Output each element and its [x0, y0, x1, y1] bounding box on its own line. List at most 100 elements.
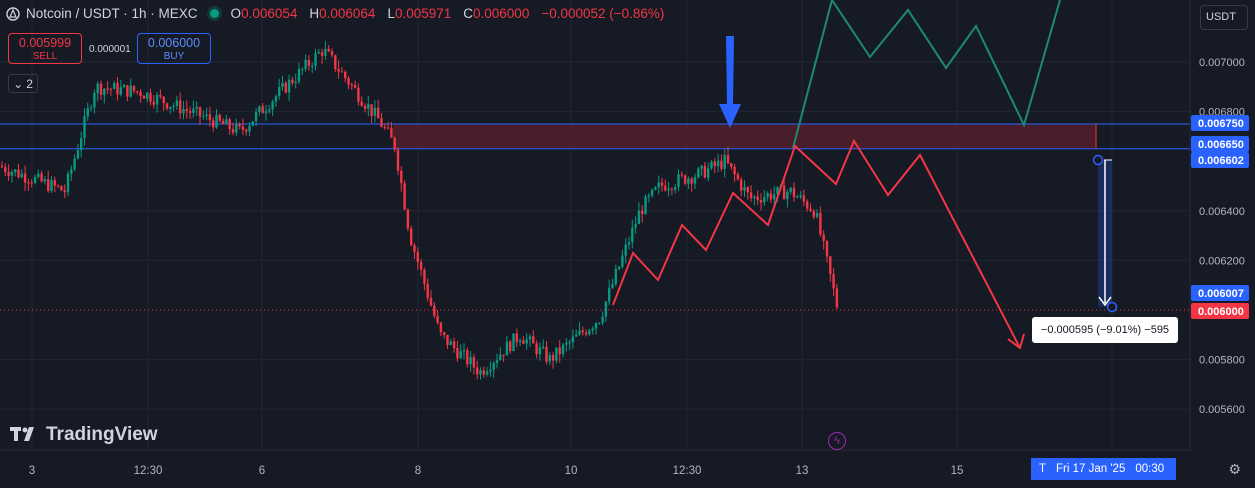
candle	[746, 187, 749, 193]
candle	[462, 350, 466, 352]
x-tick-label: 13	[796, 465, 809, 477]
candle	[650, 189, 654, 196]
sell-label: SELL	[32, 51, 58, 62]
candle	[716, 160, 720, 167]
candle	[697, 168, 700, 178]
candle	[50, 180, 53, 191]
candle	[218, 114, 221, 121]
candle	[129, 85, 132, 97]
candle	[116, 83, 119, 95]
x-tick-label: 12:30	[134, 465, 163, 477]
candle	[644, 196, 647, 215]
gear-icon[interactable]: ⚙	[1228, 461, 1241, 477]
candle	[766, 193, 769, 198]
candle	[763, 197, 766, 203]
bearish-arrowhead	[1007, 333, 1025, 350]
date-prefix: T	[1039, 463, 1047, 475]
candle	[23, 173, 27, 183]
candle	[159, 94, 162, 97]
candle	[254, 111, 258, 122]
candle	[198, 106, 202, 117]
candle	[782, 185, 786, 200]
candle	[538, 347, 542, 355]
candle	[822, 234, 825, 242]
candle	[334, 55, 337, 69]
candle	[495, 360, 499, 364]
candle	[27, 182, 30, 184]
candle	[83, 116, 86, 139]
candle	[103, 88, 106, 95]
candle	[139, 91, 142, 97]
candle	[545, 347, 548, 362]
sell-button[interactable]: 0.005999 SELL	[8, 33, 82, 64]
candle	[634, 224, 637, 228]
price-label-bg	[1191, 285, 1249, 301]
zone-rect	[393, 124, 1096, 149]
lightning-icon[interactable]: ϟ	[828, 432, 846, 450]
y-tick-label: 0.006200	[1199, 255, 1245, 267]
candle	[386, 127, 390, 129]
candle	[568, 342, 571, 344]
candle	[479, 370, 482, 375]
candle	[621, 255, 624, 267]
candle	[377, 107, 380, 119]
candle	[294, 81, 297, 84]
tradingview-logo-icon	[10, 427, 34, 441]
candle	[736, 174, 740, 180]
candle	[802, 195, 806, 202]
candle	[749, 192, 753, 199]
candle	[525, 339, 528, 344]
measurement-label: −0.000595 (−9.01%) −595	[1032, 317, 1178, 343]
measure-handle	[1092, 154, 1104, 166]
candle	[601, 316, 604, 323]
buy-button[interactable]: 0.006000 BUY	[137, 33, 211, 64]
candle	[730, 163, 733, 167]
candle	[287, 79, 291, 93]
candle	[472, 357, 476, 368]
currency-selector[interactable]: USDT	[1200, 5, 1248, 30]
candle	[439, 322, 443, 333]
resistance-zone	[0, 123, 1190, 311]
chart-grid	[0, 0, 1190, 450]
candle	[192, 108, 195, 113]
candle	[773, 194, 776, 200]
candle	[515, 333, 518, 342]
candle	[7, 171, 10, 176]
candle	[357, 87, 360, 102]
candle	[60, 186, 63, 191]
tradingview-logo: TradingView	[10, 424, 158, 446]
candle	[165, 103, 169, 109]
candle	[641, 210, 644, 215]
high-value: 0.006064	[319, 6, 376, 21]
candle	[753, 196, 756, 199]
candle	[43, 179, 47, 182]
candle	[423, 269, 426, 284]
x-tick-label: 12:30	[673, 465, 702, 477]
candle	[449, 341, 452, 345]
close-label: C	[463, 6, 474, 21]
layers-toggle[interactable]: ⌄ 2	[8, 74, 38, 93]
price-label: 0.006000	[1198, 306, 1244, 318]
candle	[485, 371, 489, 375]
candle	[608, 287, 611, 302]
candle	[558, 347, 561, 355]
candle	[205, 114, 208, 117]
candle	[571, 336, 575, 343]
candle	[271, 101, 274, 110]
time-text: 00:30	[1135, 463, 1165, 475]
candle	[512, 333, 515, 352]
candle	[367, 104, 370, 109]
candle	[703, 165, 707, 178]
candle	[14, 169, 17, 173]
candle	[667, 188, 670, 191]
high-label: H	[309, 6, 320, 21]
candle	[383, 126, 386, 128]
candle	[835, 288, 839, 308]
candle	[152, 101, 155, 105]
symbol-title[interactable]: Notcoin / USDT · 1h · MEXC	[26, 6, 198, 21]
candle	[142, 96, 146, 99]
candle	[281, 82, 284, 88]
candle	[769, 193, 773, 200]
candle	[789, 187, 792, 192]
